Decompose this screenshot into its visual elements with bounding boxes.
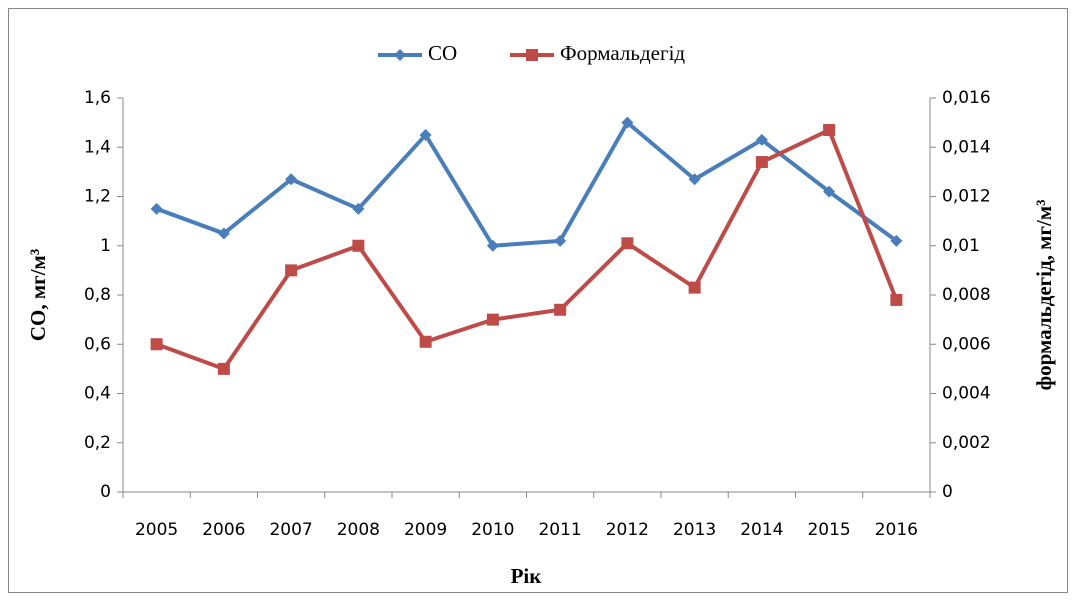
marker [150,202,163,215]
marker [755,156,768,169]
marker [150,338,163,351]
y-axis-title: CO, мг/м³ [26,249,50,341]
x-tick-label: 2012 [606,520,649,540]
marker [621,116,634,129]
marker [285,264,298,277]
y-tick-label: 1,2 [84,187,111,207]
marker [621,237,634,250]
y-tick-label: 1,6 [84,88,111,108]
y2-tick-label: 0,004 [942,384,991,404]
marker [352,239,365,252]
y2-tick-label: 0 [942,482,953,502]
y2-tick-label: 0,012 [942,187,991,207]
marker [823,185,836,198]
x-tick-label: 2005 [135,520,178,540]
x-tick-label: 2009 [404,520,447,540]
marker [419,128,432,141]
marker [486,239,499,252]
y2-tick-label: 0,01 [942,236,980,256]
legend-label: CO [428,41,457,65]
marker [285,173,298,186]
marker [755,133,768,146]
y2-tick-label: 0,002 [942,433,991,453]
series-line [155,120,898,248]
x-tick-label: 2014 [740,520,783,540]
marker [217,362,230,375]
x-tick-label: 2008 [337,520,380,540]
x-tick-label: 2015 [807,520,850,540]
y-tick-label: 0,4 [84,384,111,404]
y-tick-label: 1 [100,236,111,256]
marker [688,281,701,294]
y-tick-label: 1,4 [84,137,111,157]
marker [486,313,499,326]
x-tick-label: 2010 [471,520,514,540]
x-tick-label: 2006 [202,520,245,540]
legend-marker [394,49,406,61]
y2-tick-label: 0,006 [942,334,991,354]
y2-tick-label: 0,008 [942,285,991,305]
legend-marker [526,49,538,61]
marker [823,124,836,137]
legend-label: Формальдегід [560,41,685,65]
marker [352,202,365,215]
y2-tick-label: 0,016 [942,88,991,108]
y2-axis-title: формальдегід, мг/м³ [1032,200,1056,391]
y-tick-label: 0,8 [84,285,111,305]
marker [217,227,230,240]
y-tick-label: 0 [100,482,111,502]
y-tick-label: 0,6 [84,334,111,354]
x-tick-label: 2011 [538,520,581,540]
marker [554,234,567,247]
x-axis-title: Рік [511,564,543,588]
series-line [155,128,899,371]
x-tick-label: 2016 [875,520,918,540]
marker [890,234,903,247]
y-tick-label: 0,2 [84,433,111,453]
marker [688,173,701,186]
x-tick-label: 2013 [673,520,716,540]
marker [554,303,567,316]
x-tick-label: 2007 [269,520,312,540]
marker [890,293,903,306]
marker [419,335,432,348]
chart-frame [8,8,1068,593]
y2-tick-label: 0,014 [942,137,991,157]
